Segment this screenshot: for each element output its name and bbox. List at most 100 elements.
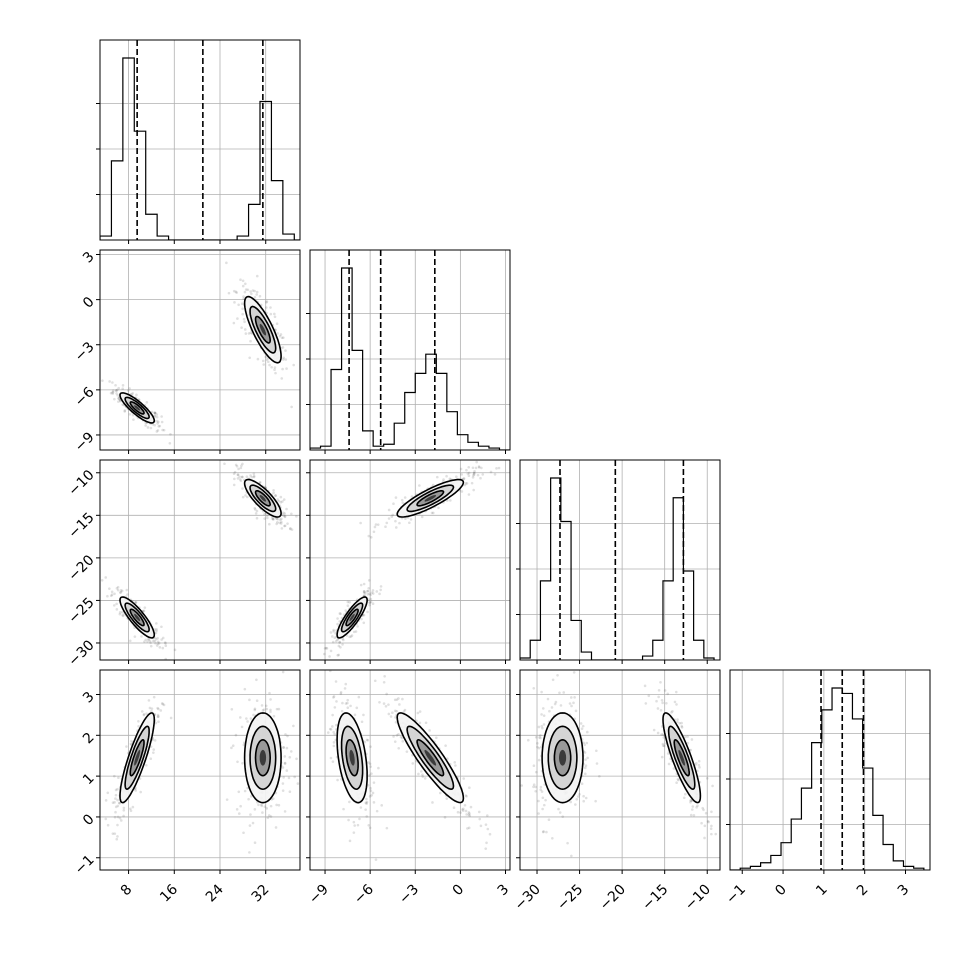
sample-point	[272, 488, 275, 492]
sample-point	[346, 604, 350, 608]
sample-point	[157, 424, 161, 428]
sample-point	[328, 727, 332, 731]
sample-point	[358, 817, 361, 821]
contour-line	[254, 738, 272, 777]
contour-line	[416, 739, 445, 777]
sample-point	[247, 332, 251, 335]
sample-point	[123, 410, 127, 413]
contour-line	[662, 712, 702, 804]
sample-point	[257, 803, 260, 807]
sample-point	[292, 724, 295, 728]
sample-point	[95, 812, 98, 815]
sample-point	[453, 761, 457, 764]
sample-point	[272, 491, 275, 495]
sample-point	[468, 814, 472, 817]
sample-point	[580, 727, 584, 731]
sample-point	[111, 392, 115, 395]
sample-point	[353, 713, 357, 717]
sample-point	[117, 396, 120, 400]
sample-point	[368, 601, 372, 605]
sample-point	[471, 466, 475, 470]
sample-point	[265, 807, 269, 810]
sample-point	[331, 760, 335, 763]
sample-point	[255, 699, 259, 703]
sample-point	[279, 333, 283, 336]
sample-point	[278, 334, 282, 338]
sample-point	[286, 522, 289, 525]
x-tick-label: 3	[495, 882, 513, 900]
sample-point	[703, 836, 706, 840]
density-fill	[259, 323, 267, 336]
sample-point	[349, 704, 352, 708]
sample-point	[366, 589, 370, 593]
sample-point	[357, 695, 361, 699]
contour-line	[243, 295, 282, 364]
sample-point	[260, 803, 263, 806]
sample-point	[161, 646, 165, 650]
sample-point	[570, 854, 573, 858]
sample-point	[409, 518, 413, 521]
sample-point	[472, 488, 475, 492]
sample-point	[561, 815, 565, 818]
sample-point	[435, 736, 438, 740]
sample-point	[271, 517, 274, 521]
sample-point	[365, 802, 368, 805]
sample-point	[158, 646, 162, 649]
sample-point	[248, 851, 251, 854]
sample-point	[113, 774, 116, 778]
sample-point	[460, 490, 464, 493]
panel-plot-area	[100, 40, 300, 240]
panel-plot-area	[310, 670, 510, 870]
sample-point	[94, 369, 97, 372]
contour-line	[406, 725, 455, 791]
sample-point	[461, 808, 464, 811]
y-tick-label: 3	[80, 249, 98, 267]
sample-point	[378, 592, 381, 596]
sample-point	[471, 476, 475, 479]
panel-3-1: −9 −6 −3 0 3	[306, 669, 513, 907]
sample-point	[663, 689, 667, 692]
sample-point	[643, 684, 647, 688]
sample-point	[343, 687, 347, 690]
sample-point	[131, 392, 135, 395]
histogram-1	[310, 267, 510, 450]
sample-point	[111, 390, 115, 394]
sample-point	[714, 832, 718, 836]
sample-point	[340, 709, 344, 713]
sample-point	[121, 387, 124, 391]
sample-point	[534, 789, 537, 793]
sample-point	[160, 702, 164, 705]
sample-point	[401, 697, 404, 701]
sample-point	[146, 640, 149, 643]
contour-line	[541, 712, 584, 804]
sample-point	[245, 717, 248, 720]
sample-point	[677, 778, 680, 782]
sample-point	[365, 797, 368, 801]
sample-point	[362, 582, 366, 586]
sample-point	[676, 718, 679, 721]
sample-point	[466, 827, 469, 830]
sample-point	[703, 824, 707, 828]
sample-point	[150, 709, 153, 713]
sample-point	[404, 517, 407, 521]
sample-point	[536, 745, 539, 749]
sample-point	[146, 426, 150, 429]
panel-frame	[309, 459, 511, 661]
sample-point	[467, 826, 471, 830]
sample-point	[137, 720, 140, 723]
sample-point	[258, 480, 262, 484]
sample-point	[385, 692, 388, 696]
sample-point	[346, 698, 350, 702]
sample-point	[277, 499, 281, 503]
sample-point	[462, 807, 465, 811]
sample-point	[689, 748, 693, 752]
sample-point	[442, 478, 445, 481]
sample-point	[114, 788, 118, 792]
sample-point	[154, 631, 158, 635]
sample-point	[246, 786, 249, 790]
sample-point	[133, 635, 137, 638]
sample-point	[680, 721, 683, 725]
sample-point	[104, 576, 108, 579]
sample-point	[285, 507, 288, 511]
sample-point	[323, 647, 327, 650]
